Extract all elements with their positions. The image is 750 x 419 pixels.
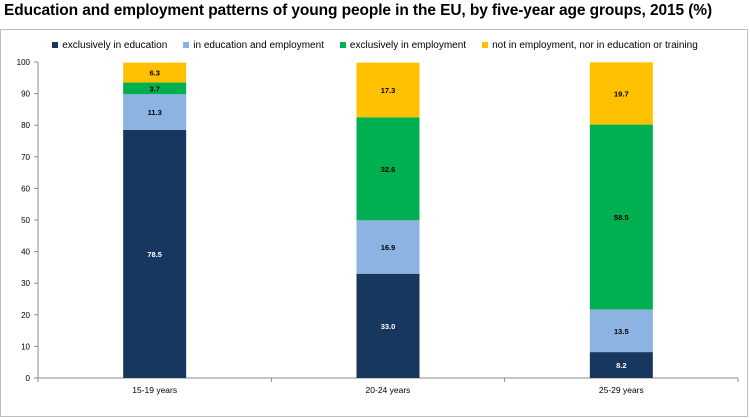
bar-segment [356,220,420,274]
y-tick-label: 40 [21,248,30,257]
chart-frame [0,29,748,417]
legend-item: exclusively in education [52,40,167,51]
bar-segment [123,82,187,95]
y-tick-label: 80 [21,121,30,130]
x-tick-label: 15-19 years [132,385,177,395]
data-label: 8.2 [616,361,626,370]
legend-swatch [339,42,346,48]
bar-segment [589,309,653,353]
legend-label: exclusively in education [62,39,168,51]
bar-segment [123,62,187,83]
data-label: 11.3 [148,108,162,117]
legend-swatch [183,42,190,48]
data-label: 16.9 [381,243,396,252]
y-tick-label: 90 [21,90,30,99]
y-tick-label: 0 [26,374,31,383]
bar-segment [356,273,420,378]
data-label: 58.5 [614,213,629,222]
y-tick-label: 60 [21,184,30,193]
y-tick-label: 50 [21,216,30,225]
data-label: 19.7 [614,89,629,98]
chart-title: Education and employment patterns of you… [4,2,713,19]
bar-segment [123,94,187,130]
data-label: 78.5 [147,250,162,259]
bar-segment [356,117,420,221]
y-tick-label: 70 [21,153,30,162]
data-label: 32.6 [381,165,396,174]
y-tick-label: 20 [21,311,30,320]
data-label: 17.3 [381,86,396,95]
legend-label: in education and employment [193,39,324,51]
y-tick-label: 30 [21,279,30,288]
data-label: 6.3 [149,69,159,78]
data-label: 13.5 [614,327,629,336]
legend-swatch [52,42,59,48]
bar-segment [123,129,187,378]
legend-item: in education and employment [183,40,324,51]
data-label: 33.0 [381,322,396,331]
legend-label: exclusively in employment [349,39,467,51]
legend-item: exclusively in employment [339,39,467,51]
legend-swatch [482,42,489,48]
bar-segment [589,124,653,310]
x-tick-label: 25-29 years [599,385,644,395]
x-tick-label: 20-24 years [366,385,411,395]
bar-segment [589,352,653,378]
legend: exclusively in education in education and… [0,37,750,53]
y-tick-label: 10 [21,342,30,351]
data-label: 3.7 [149,84,159,93]
legend-item: not in employment, nor in education or t… [482,40,698,51]
y-tick-label: 100 [17,58,31,67]
legend-label: not in employment, nor in education or t… [492,39,698,51]
bar-segment [356,62,420,118]
bar-segment [589,62,653,125]
